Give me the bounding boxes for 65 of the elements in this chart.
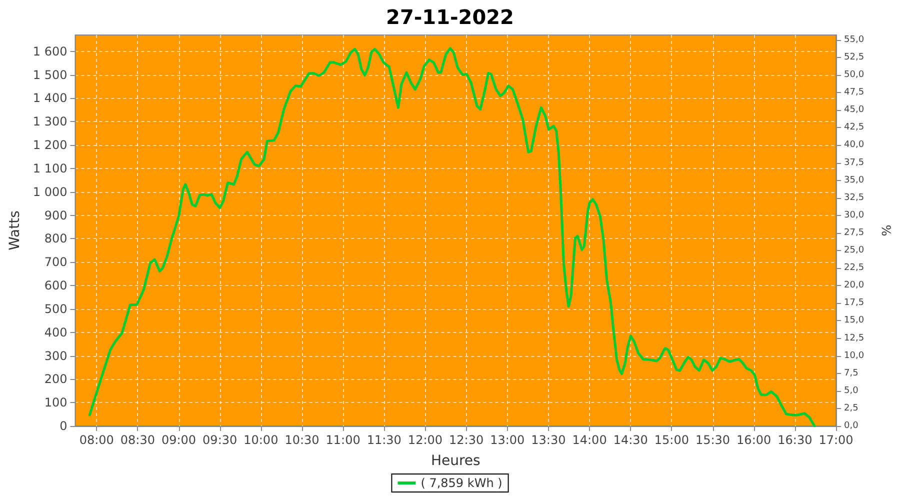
x-tick-label: 13:30 bbox=[531, 433, 566, 447]
y-tick-label: 600 bbox=[44, 278, 68, 293]
y2-axis-title: % bbox=[879, 224, 893, 236]
x-tick-label: 17:00 bbox=[818, 433, 854, 447]
y-tick-label: 900 bbox=[44, 208, 68, 222]
y2-tick-label: 2,5 bbox=[844, 403, 858, 414]
y2-tick-label: 55,0 bbox=[844, 34, 864, 45]
line-series bbox=[88, 47, 816, 428]
y-tick-label: 1 000 bbox=[32, 184, 68, 199]
y2-tick-label: 35,0 bbox=[844, 175, 864, 186]
y2-tick-label: 40,0 bbox=[844, 140, 864, 150]
x-tick-label: 14:00 bbox=[572, 433, 607, 447]
y2-tick-label: 17,5 bbox=[844, 298, 864, 308]
y2-tick-label: 32,5 bbox=[844, 192, 864, 203]
y2-tick-label: 12,5 bbox=[844, 333, 864, 344]
y2-tick-label: 10,0 bbox=[844, 350, 864, 361]
y-tick-label: 1 500 bbox=[32, 68, 68, 82]
y2-tick-label: 0,0 bbox=[844, 421, 859, 431]
x-tick-label: 16:30 bbox=[778, 433, 812, 447]
y-axis-title: Watts bbox=[7, 210, 23, 250]
y2-tick-label: 7,5 bbox=[844, 368, 858, 378]
y-tick-label: 1 600 bbox=[32, 44, 68, 58]
x-tick-label: 14:30 bbox=[613, 433, 648, 447]
y2-tick-label: 47,5 bbox=[844, 88, 864, 98]
x-tick-label: 10:00 bbox=[244, 433, 278, 447]
y2-tick-label: 42,5 bbox=[844, 122, 864, 133]
x-tick-label: 16:00 bbox=[736, 433, 772, 447]
y-tick-label: 1 100 bbox=[32, 161, 68, 176]
y-tick-label: 1 200 bbox=[32, 138, 68, 152]
x-tick-label: 08:30 bbox=[120, 433, 155, 447]
x-tick-label: 12:30 bbox=[449, 433, 484, 447]
y-tick-label: 800 bbox=[44, 232, 68, 246]
y2-tick-label: 37,5 bbox=[844, 158, 864, 168]
x-tick-label: 15:00 bbox=[654, 433, 689, 447]
legend-label: ( 7,859 kWh ) bbox=[420, 476, 502, 490]
x-tick-label: 09:30 bbox=[202, 433, 238, 447]
y-tick-label: 400 bbox=[44, 325, 68, 340]
y-tick-label: 500 bbox=[44, 302, 68, 316]
y2-tick-label: 22,5 bbox=[844, 263, 864, 274]
y2-tick-label: 50,0 bbox=[844, 70, 864, 80]
y-tick-label: 1 300 bbox=[32, 114, 68, 129]
y2-tick-label: 5,0 bbox=[844, 386, 859, 396]
y-tick-label: 0 bbox=[60, 419, 68, 433]
y2-tick-label: 45,0 bbox=[844, 105, 864, 116]
y2-tick-label: 30,0 bbox=[844, 210, 864, 220]
x-axis-title: Heures bbox=[430, 453, 480, 469]
y2-tick-label: 15,0 bbox=[844, 316, 864, 326]
chart-title: 27-11-2022 bbox=[386, 5, 514, 29]
y-tick-label: 300 bbox=[44, 348, 68, 363]
y-tick-label: 100 bbox=[44, 396, 68, 410]
x-tick-label: 11:30 bbox=[366, 433, 402, 447]
y-tick-label: 700 bbox=[44, 255, 68, 270]
y2-tick-label: 52,5 bbox=[844, 52, 864, 62]
x-tick-label: 09:00 bbox=[161, 433, 196, 447]
x-tick-label: 12:00 bbox=[408, 433, 443, 447]
x-tick-label: 13:00 bbox=[490, 433, 525, 447]
y2-tick-label: 27,5 bbox=[844, 228, 864, 238]
y2-tick-label: 25,0 bbox=[844, 246, 864, 256]
y-tick-label: 1 400 bbox=[32, 91, 68, 106]
x-tick-label: 10:30 bbox=[284, 433, 320, 447]
x-tick-label: 15:30 bbox=[695, 433, 730, 447]
x-tick-label: 11:00 bbox=[326, 433, 360, 447]
y2-tick-label: 20,0 bbox=[844, 280, 864, 291]
y-tick-label: 200 bbox=[44, 372, 68, 386]
x-tick-label: 08:00 bbox=[79, 433, 114, 447]
